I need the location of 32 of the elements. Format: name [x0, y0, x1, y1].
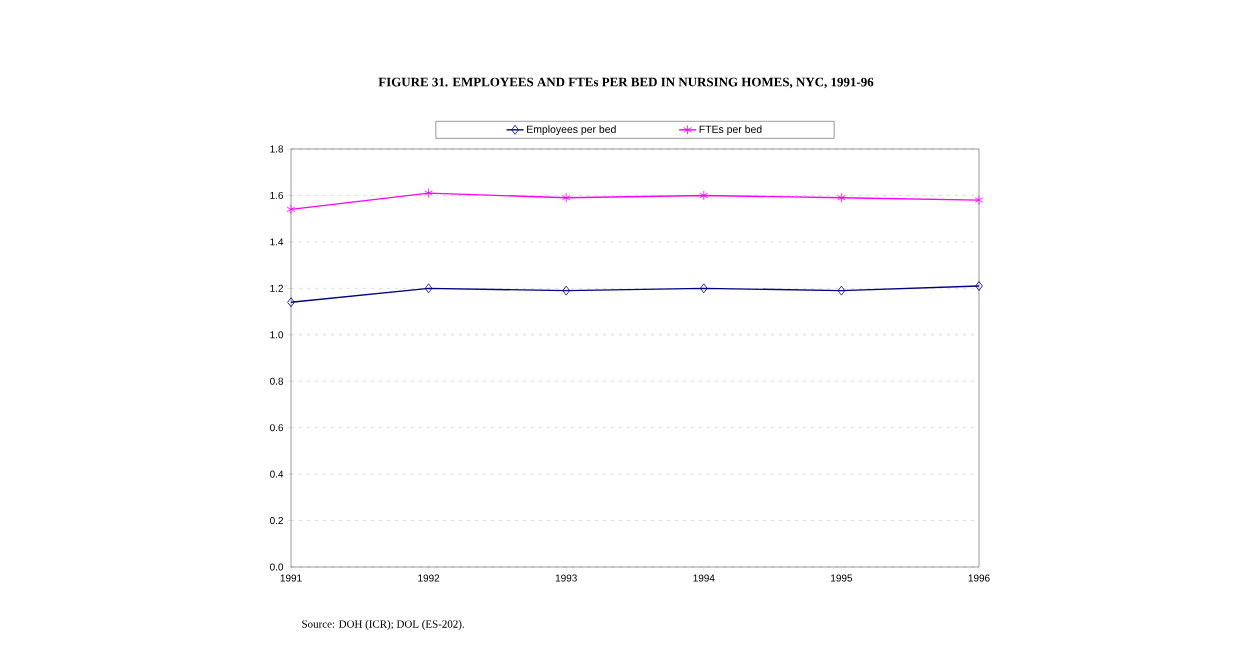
- y-tick-label: 1.8: [270, 145, 284, 153]
- point: [975, 281, 983, 291]
- x-tick-label: 1993: [555, 574, 577, 582]
- point: [974, 195, 984, 205]
- point: [561, 192, 571, 203]
- point: [287, 297, 295, 308]
- y-tick-label: 0.0: [270, 563, 284, 571]
- legend-label: Employees per bed: [527, 125, 616, 136]
- x-tick-label: 1994: [693, 574, 715, 582]
- point: [424, 188, 433, 199]
- legend-label: FTEs per bed: [699, 125, 762, 136]
- y-tick-label: 0.2: [270, 517, 283, 525]
- point: [424, 283, 433, 294]
- source-note: Source: DOH (ICR); DOL (ES-202).: [302, 620, 464, 630]
- y-tick-label: 1.6: [270, 191, 284, 199]
- x-tick-label: 1991: [280, 574, 302, 582]
- point: [837, 285, 846, 296]
- y-tick-label: 0.4: [270, 470, 284, 478]
- y-tick-label: 1.4: [270, 238, 284, 246]
- point: [837, 192, 846, 203]
- point: [699, 190, 709, 201]
- y-tick-label: 1.0: [270, 331, 284, 339]
- y-tick-label: 1.2: [270, 284, 283, 292]
- x-tick-label: 1995: [831, 574, 853, 582]
- y-tick-label: 0.8: [270, 377, 284, 385]
- x-tick-label: 1992: [418, 574, 440, 582]
- point: [562, 285, 570, 296]
- chart-title: FIGURE 31. EMPLOYEES AND FTEs PER BED IN NURSING HOMES, NYC, 1991-96: [378, 77, 874, 89]
- point: [286, 204, 296, 215]
- x-tick-label: 1996: [968, 574, 990, 582]
- point: [700, 283, 708, 294]
- y-tick-label: 0.6: [270, 424, 284, 432]
